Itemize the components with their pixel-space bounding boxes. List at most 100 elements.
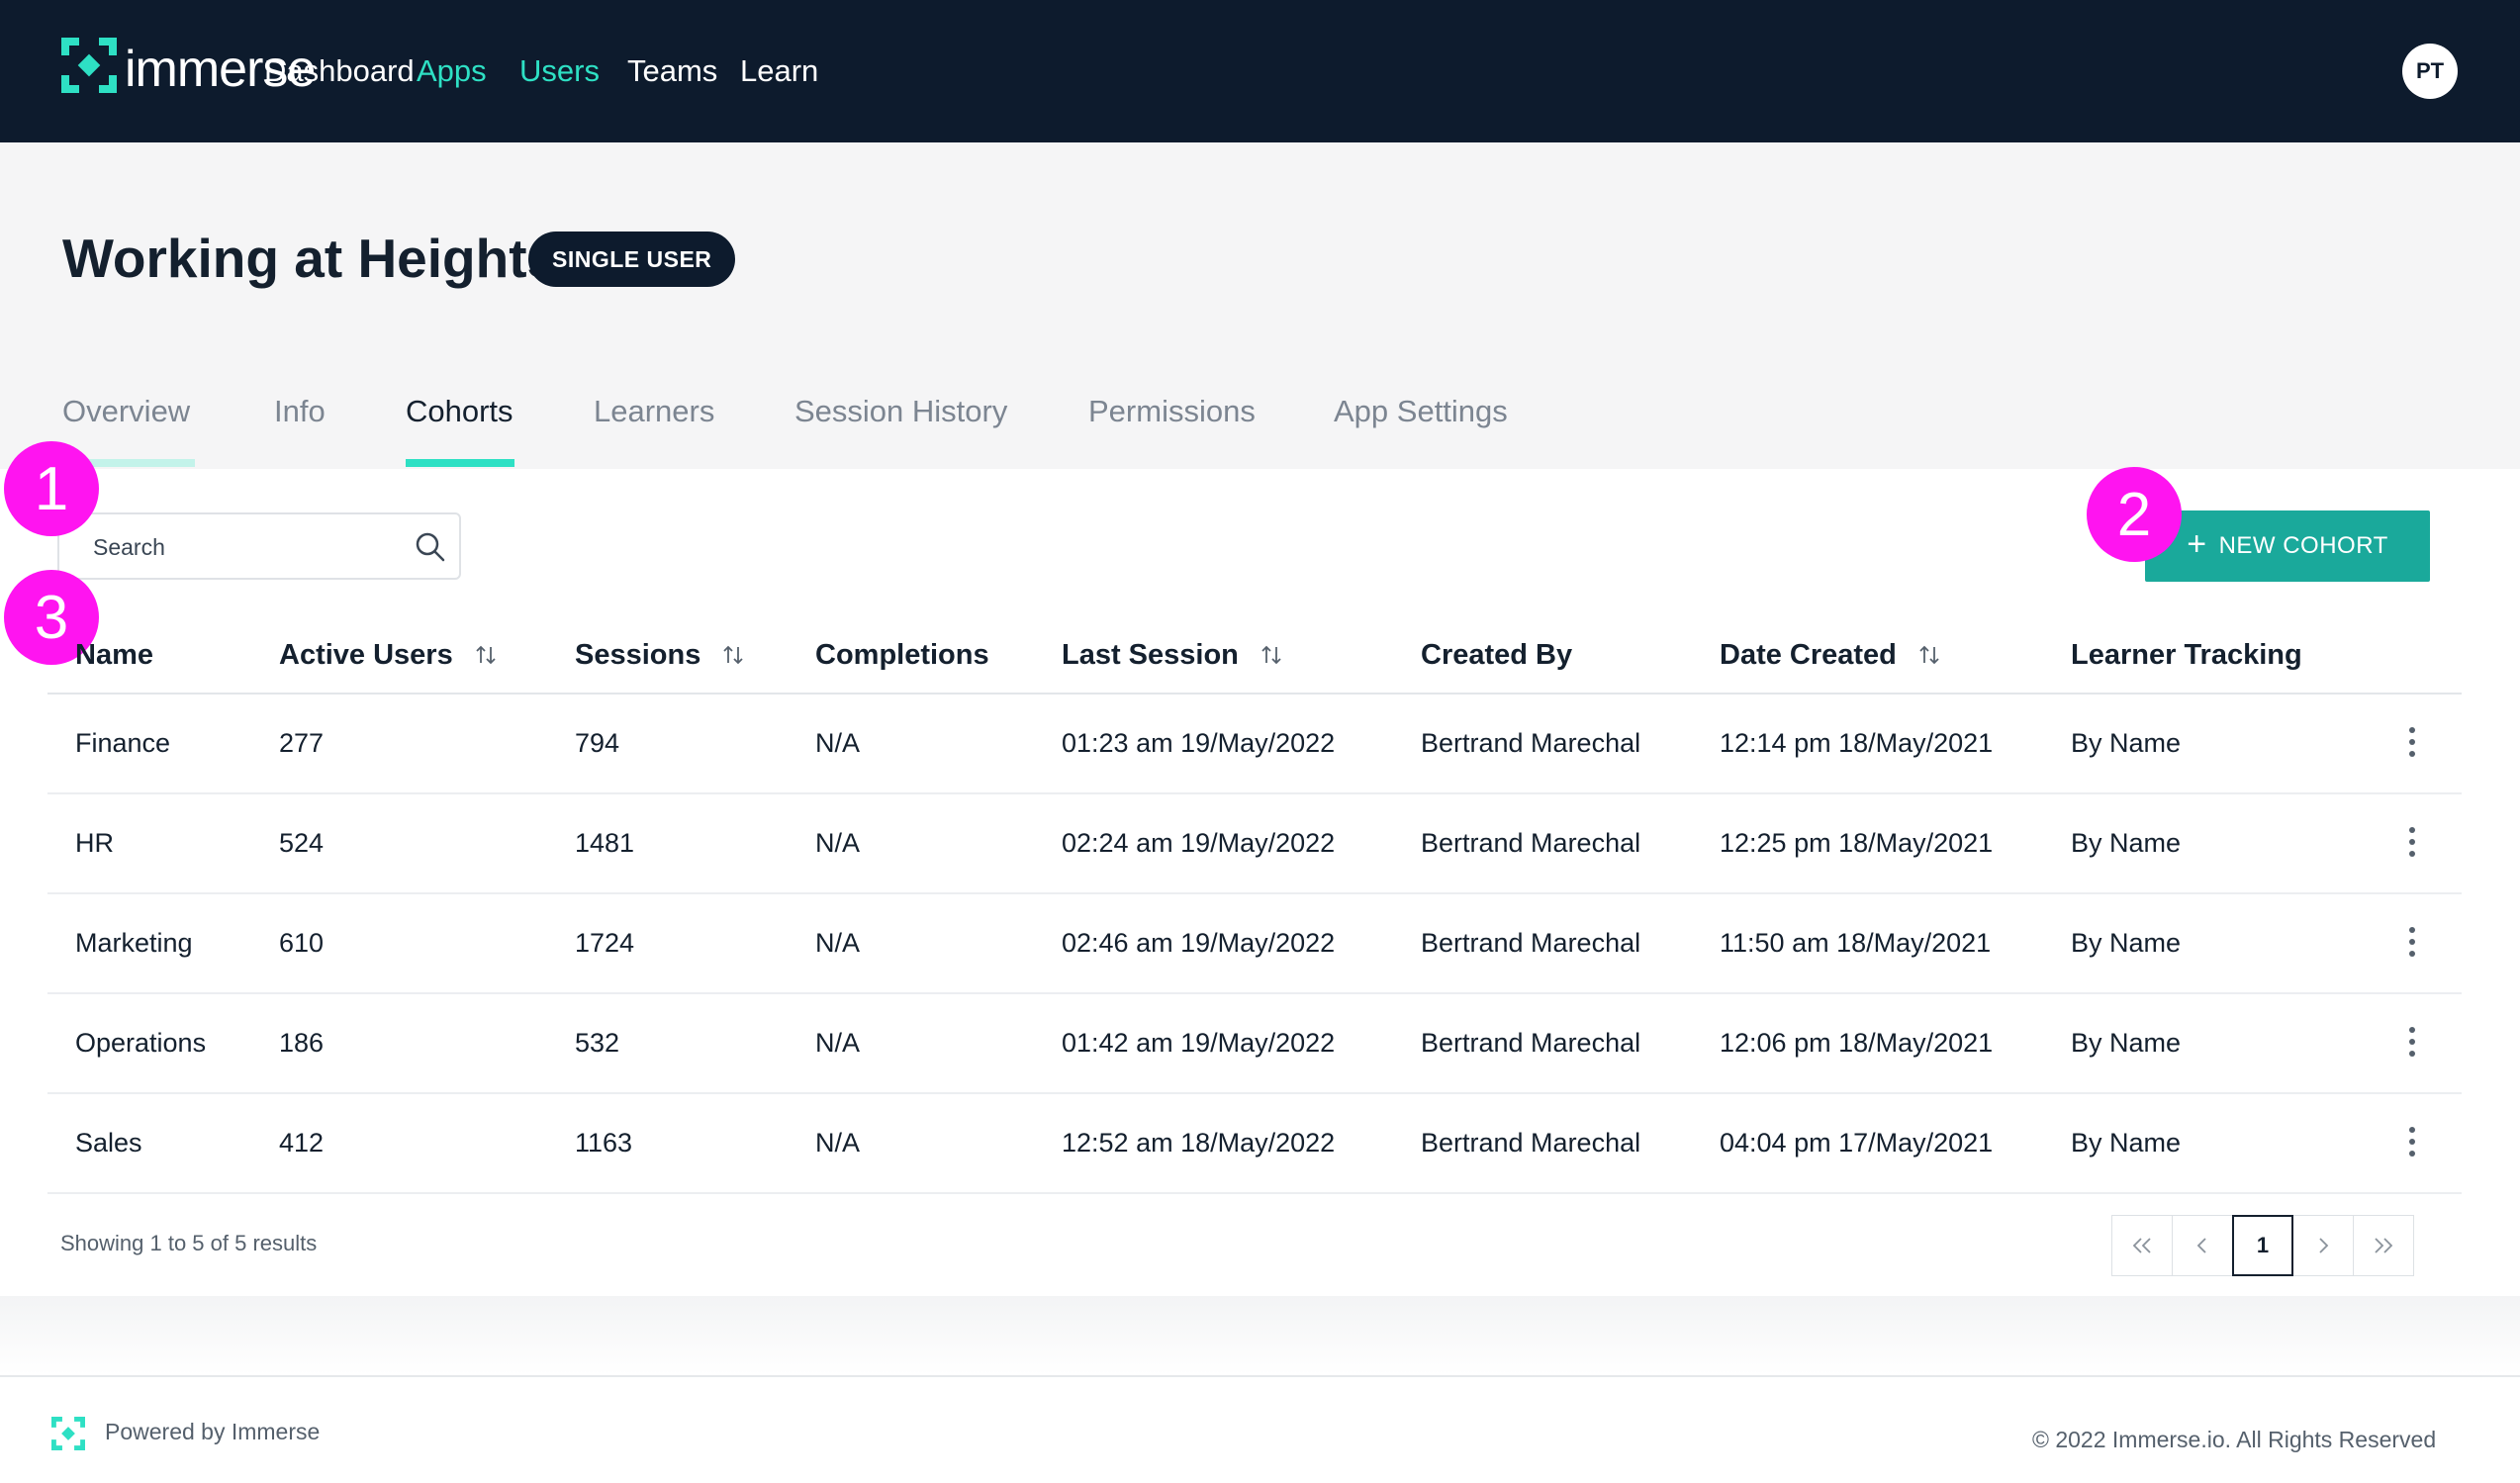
double-chevron-right-icon	[2375, 1238, 2393, 1253]
sort-icon[interactable]	[1260, 643, 1282, 667]
active-users-value: 277	[279, 728, 325, 758]
completions-value: N/A	[815, 1128, 861, 1158]
more-options-icon[interactable]	[2402, 1022, 2422, 1062]
tab-cohorts[interactable]: Cohorts	[406, 394, 513, 428]
new-cohort-button[interactable]: + NEW COHORT	[2145, 510, 2430, 582]
last-session-value: 02:24 am 19/May/2022	[1062, 828, 1336, 858]
table-row[interactable]: Marketing 610 1724 N/A 02:46 am 19/May/2…	[47, 894, 2462, 994]
learner-tracking-value: By Name	[2071, 1128, 2182, 1158]
completions-value: N/A	[815, 1028, 861, 1058]
sessions-value: 794	[575, 728, 620, 758]
last-session-value: 01:23 am 19/May/2022	[1062, 728, 1336, 758]
learner-tracking-value: By Name	[2071, 728, 2182, 758]
plus-icon: +	[2187, 525, 2207, 563]
completions-value: N/A	[815, 728, 861, 758]
copyright-text: © 2022 Immerse.io. All Rights Reserved	[2032, 1427, 2437, 1452]
tab-overview[interactable]: Overview	[62, 394, 191, 428]
annotation-marker-1: 1	[4, 441, 99, 536]
created-by-value: Bertrand Marechal	[1421, 728, 1641, 758]
more-options-icon[interactable]	[2402, 822, 2422, 862]
sort-icon[interactable]	[722, 643, 744, 667]
chevron-right-icon	[2319, 1238, 2329, 1253]
tab-permissions[interactable]: Permissions	[1088, 394, 1256, 428]
brand-name[interactable]: immerse	[125, 41, 316, 98]
column-header-completions[interactable]: Completions	[815, 639, 989, 671]
first-page-button[interactable]	[2111, 1215, 2173, 1276]
learner-tracking-value: By Name	[2071, 828, 2182, 858]
column-header-last-session[interactable]: Last Session	[1062, 637, 1282, 673]
tab-learners[interactable]: Learners	[594, 394, 715, 428]
active-users-value: 524	[279, 828, 325, 858]
nav-dashboard[interactable]: Dashboard	[264, 53, 415, 88]
date-created-value: 12:14 pm 18/May/2021	[1720, 728, 1994, 758]
column-header-name[interactable]: Name	[75, 639, 153, 671]
page-footer: Powered by Immerse © 2022 Immerse.io. Al…	[0, 1375, 2520, 1483]
column-header-sessions[interactable]: Sessions	[575, 637, 744, 673]
immerse-logo-icon[interactable]	[61, 36, 117, 95]
content-bottom-shade	[0, 1296, 2520, 1375]
cohort-name[interactable]: Operations	[75, 1028, 207, 1058]
results-summary: Showing 1 to 5 of 5 results	[60, 1231, 318, 1255]
sort-icon[interactable]	[1918, 643, 1940, 667]
learner-tracking-value: By Name	[2071, 928, 2182, 958]
more-options-icon[interactable]	[2402, 922, 2422, 962]
active-users-value: 186	[279, 1028, 325, 1058]
date-created-value: 11:50 am 18/May/2021	[1720, 928, 1992, 958]
previous-page-button[interactable]	[2172, 1215, 2233, 1276]
cohort-name[interactable]: Marketing	[75, 928, 193, 958]
search-icon[interactable]	[414, 530, 447, 564]
tab-overview-indicator	[62, 459, 195, 467]
tab-session-history[interactable]: Session History	[794, 394, 1008, 428]
cohort-name[interactable]: HR	[75, 828, 114, 858]
last-session-value: 02:46 am 19/May/2022	[1062, 928, 1336, 958]
learner-tracking-value: By Name	[2071, 1028, 2182, 1058]
nav-users[interactable]: Users	[519, 53, 600, 88]
table-row[interactable]: Finance 277 794 N/A 01:23 am 19/May/2022…	[47, 695, 2462, 794]
column-header-created-by[interactable]: Created By	[1421, 639, 1573, 671]
nav-apps[interactable]: Apps	[417, 53, 487, 88]
column-header-date-created[interactable]: Date Created	[1720, 637, 1940, 673]
more-options-icon[interactable]	[2402, 1122, 2422, 1161]
sessions-value: 532	[575, 1028, 620, 1058]
tab-app-settings[interactable]: App Settings	[1334, 394, 1508, 428]
search-input[interactable]	[91, 528, 392, 566]
table-row[interactable]: HR 524 1481 N/A 02:24 am 19/May/2022 Ber…	[47, 794, 2462, 894]
annotation-marker-2: 2	[2087, 467, 2182, 562]
annotation-marker-3: 3	[4, 570, 99, 665]
search-box	[57, 512, 461, 580]
new-cohort-label: NEW COHORT	[2218, 532, 2388, 559]
next-page-button[interactable]	[2292, 1215, 2354, 1276]
page-title: Working at Heights	[62, 228, 558, 289]
last-session-value: 12:52 am 18/May/2022	[1062, 1128, 1336, 1158]
license-type-badge: SINGLE USER	[528, 232, 736, 287]
last-session-value: 01:42 am 19/May/2022	[1062, 1028, 1336, 1058]
user-avatar[interactable]: PT	[2402, 44, 2458, 99]
cohort-name[interactable]: Finance	[75, 728, 171, 758]
cohort-name[interactable]: Sales	[75, 1128, 142, 1158]
date-created-value: 12:25 pm 18/May/2021	[1720, 828, 1994, 858]
nav-learn[interactable]: Learn	[740, 53, 819, 88]
tab-info[interactable]: Info	[274, 394, 326, 428]
table-row[interactable]: Operations 186 532 N/A 01:42 am 19/May/2…	[47, 994, 2462, 1094]
created-by-value: Bertrand Marechal	[1421, 1128, 1641, 1158]
table-row[interactable]: Sales 412 1163 N/A 12:52 am 18/May/2022 …	[47, 1094, 2462, 1194]
page-number-button[interactable]: 1	[2232, 1215, 2293, 1276]
app-header: Working at Heights SINGLE USER Overview …	[0, 142, 2520, 469]
sessions-value: 1724	[575, 928, 635, 958]
created-by-value: Bertrand Marechal	[1421, 1028, 1641, 1058]
active-users-value: 412	[279, 1128, 325, 1158]
date-created-value: 04:04 pm 17/May/2021	[1720, 1128, 1994, 1158]
nav-teams[interactable]: Teams	[627, 53, 718, 88]
column-header-active-users[interactable]: Active Users	[279, 637, 497, 673]
chevron-left-icon	[2196, 1238, 2206, 1253]
more-options-icon[interactable]	[2402, 722, 2422, 762]
sessions-value: 1481	[575, 828, 635, 858]
completions-value: N/A	[815, 828, 861, 858]
completions-value: N/A	[815, 928, 861, 958]
last-page-button[interactable]	[2353, 1215, 2414, 1276]
sort-icon[interactable]	[475, 643, 497, 667]
created-by-value: Bertrand Marechal	[1421, 828, 1641, 858]
sessions-value: 1163	[575, 1128, 633, 1158]
column-header-learner-tracking[interactable]: Learner Tracking	[2071, 639, 2302, 671]
table-header-row: Name Active Users Sessions Completions L…	[47, 613, 2462, 695]
